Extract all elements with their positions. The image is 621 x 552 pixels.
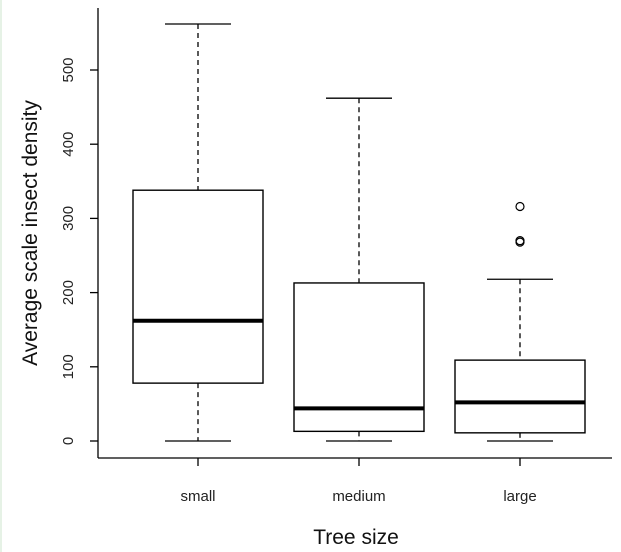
y-tick-label: 500 (60, 57, 77, 82)
x-tick-label: large (503, 488, 536, 505)
y-tick-label: 0 (60, 437, 77, 445)
iqr-box (132, 189, 264, 384)
iqr-box (454, 359, 586, 434)
y-tick-label: 400 (60, 132, 77, 157)
box-medium (293, 97, 425, 442)
y-tick-label: 300 (60, 206, 77, 231)
box-small (132, 23, 264, 442)
outlier-point (515, 201, 525, 212)
y-tick-label: 100 (60, 354, 77, 379)
x-axis-title: Tree size (313, 526, 399, 549)
x-tick-label: small (180, 488, 215, 505)
y-axis-title: Average scale insect density (19, 100, 42, 366)
outlier-point (515, 236, 525, 246)
axes-layer: 0 100 200 300 400 500 small medium large (60, 8, 612, 505)
boxes-layer (132, 23, 586, 442)
y-tick-label: 200 (60, 280, 77, 305)
box-large (454, 201, 586, 442)
x-tick-label: medium (332, 488, 385, 505)
